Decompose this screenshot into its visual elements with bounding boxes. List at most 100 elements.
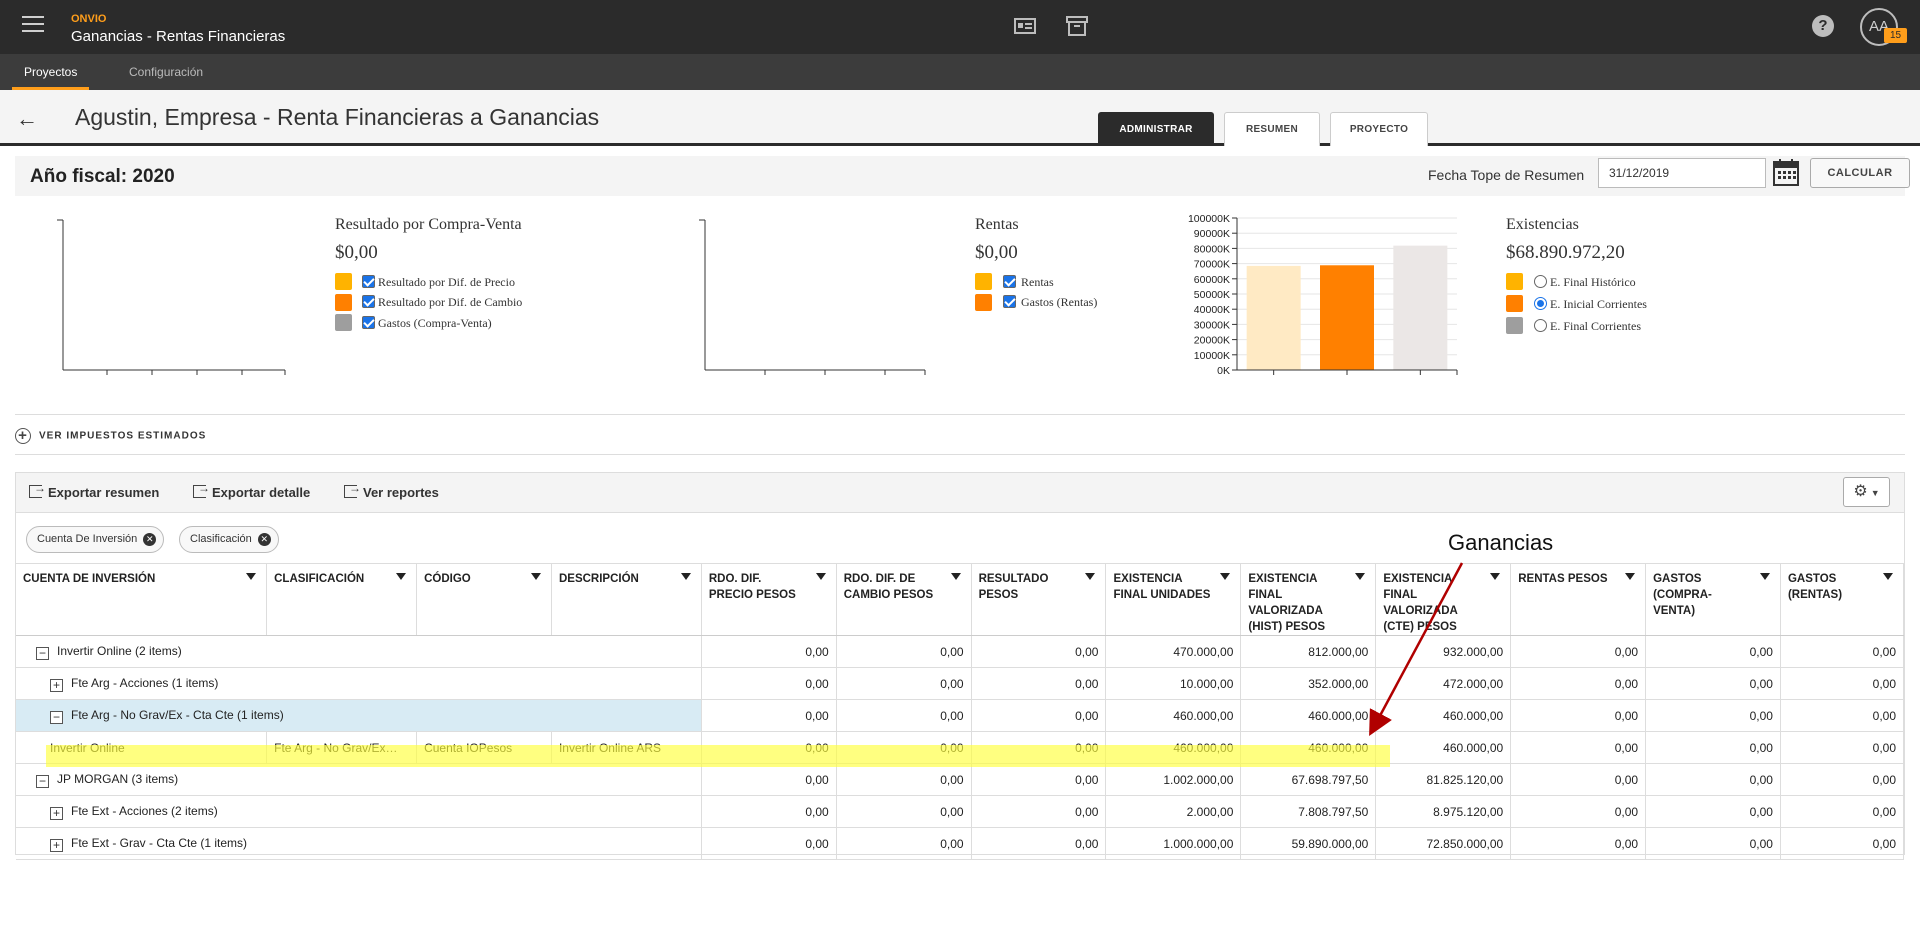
tab-proyectos[interactable]: Proyectos (12, 54, 90, 90)
back-arrow-icon[interactable]: ← (16, 106, 38, 131)
sort-dropdown-icon[interactable] (1625, 573, 1636, 580)
table-cell: 0,00 (971, 699, 1107, 732)
checkbox-gastos-rentas[interactable] (1003, 295, 1016, 308)
checkbox-gastos-cv[interactable] (362, 316, 375, 329)
checkbox-dif-cambio[interactable] (362, 295, 375, 308)
close-icon[interactable]: ✕ (143, 533, 157, 546)
chip-cuenta-inversion[interactable]: Cuenta De Inversión ✕ (26, 526, 165, 553)
legend-dif-precio: Resultado por Dif. de Precio (378, 275, 515, 289)
column-header[interactable]: GASTOS (COMPRA-VENTA) (1645, 563, 1781, 636)
ver-reportes-button[interactable]: Ver reportes (344, 481, 439, 500)
table-cell: 81.825.120,00 (1375, 763, 1512, 796)
expand-icon[interactable]: + (50, 806, 63, 820)
column-header[interactable]: CÓDIGO (416, 563, 552, 636)
legend-swatch (335, 273, 352, 290)
column-header[interactable]: RDO. DIF. DE CAMBIO PESOS (836, 563, 972, 636)
table-cell: 0,00 (971, 827, 1107, 860)
column-header[interactable]: RENTAS PESOS (1510, 563, 1647, 636)
avatar[interactable]: AA (1860, 8, 1898, 46)
sort-dropdown-icon[interactable] (1085, 573, 1096, 580)
tab-resumen[interactable]: RESUMEN (1224, 112, 1320, 146)
calendar-icon[interactable] (1773, 158, 1799, 186)
table-row[interactable]: − JP MORGAN (3 items) 0,00 0,00 0,00 1.002.00… (16, 763, 1905, 796)
expand-icon[interactable]: + (50, 838, 63, 852)
sort-dropdown-icon[interactable] (680, 573, 691, 580)
legend-gastos-rentas: Gastos (Rentas) (1021, 295, 1098, 309)
radio-final-historico[interactable] (1534, 275, 1547, 288)
help-icon[interactable]: ? (1812, 15, 1834, 37)
sort-dropdown-icon[interactable] (950, 573, 961, 580)
table-cell: 0,00 (836, 699, 972, 732)
table-cell: 0,00 (836, 763, 972, 796)
column-header[interactable]: RDO. DIF. PRECIO PESOS (701, 563, 837, 636)
y-tick-label: 0K (1217, 365, 1230, 377)
table-cell: 72.850.000,00 (1375, 827, 1512, 860)
archive-icon[interactable] (1066, 16, 1088, 36)
expand-icon[interactable]: + (50, 678, 63, 692)
sort-dropdown-icon[interactable] (815, 573, 826, 580)
table-cell: 0,00 (1645, 795, 1781, 828)
exportar-resumen-button[interactable]: Exportar resumen (29, 481, 159, 500)
ver-impuestos-toggle[interactable]: + VER IMPUESTOS ESTIMADOS (15, 428, 206, 446)
checkbox-rentas[interactable] (1003, 275, 1016, 288)
table-row[interactable]: + Fte Ext - Acciones (2 items) 0,00 0,00 0,0… (16, 795, 1905, 828)
column-header[interactable]: DESCRIPCIÓN (551, 563, 702, 636)
radio-final-corrientes[interactable] (1534, 319, 1547, 332)
table-cell: 0,00 (1645, 699, 1781, 732)
tab-proyecto[interactable]: PROYECTO (1330, 112, 1428, 146)
fecha-tope-input[interactable] (1598, 158, 1766, 188)
table-cell: 0,00 (1510, 763, 1647, 796)
legend-rentas: Rentas (1021, 275, 1054, 289)
legend-swatch (975, 294, 992, 311)
id-card-icon[interactable] (1014, 16, 1036, 36)
data-grid: Exportar resumen Exportar detalle Ver re… (15, 472, 1905, 860)
table-row[interactable]: − Invertir Online (2 items) 0,00 0,00 0,00 47… (16, 635, 1905, 668)
chip-clasificacion[interactable]: Clasificación ✕ (179, 526, 279, 553)
sort-dropdown-icon[interactable] (396, 573, 407, 580)
collapse-icon[interactable]: − (36, 646, 49, 660)
tab-administrar[interactable]: ADMINISTRAR (1098, 112, 1214, 146)
sort-dropdown-icon[interactable] (1220, 573, 1231, 580)
sort-dropdown-icon[interactable] (1759, 573, 1770, 580)
table-row[interactable]: + Fte Arg - Acciones (1 items) 0,00 0,00 0,0… (16, 667, 1905, 700)
close-icon[interactable]: ✕ (257, 533, 271, 546)
top-bar: ONVIO Ganancias - Rentas Financieras ? A… (0, 0, 1920, 54)
sort-dropdown-icon[interactable] (1883, 573, 1893, 580)
column-header[interactable]: CLASIFICACIÓN (266, 563, 418, 636)
sort-dropdown-icon[interactable] (1490, 573, 1501, 580)
settings-gear-button[interactable]: ⚙ ▼ (1843, 477, 1890, 507)
collapse-icon[interactable]: − (50, 710, 63, 724)
collapse-icon[interactable]: − (36, 774, 49, 788)
table-row[interactable]: + Fte Ext - Grav - Cta Cte (1 items) 0,00 0… (16, 827, 1905, 860)
column-header[interactable]: RESULTADO PESOS (971, 563, 1107, 636)
column-header[interactable]: CUENTA DE INVERSIÓN (16, 563, 268, 636)
checkbox-dif-precio[interactable] (362, 275, 375, 288)
table-cell: 0,00 (1510, 699, 1647, 732)
table-cell: 0,00 (1780, 667, 1905, 700)
sort-dropdown-icon[interactable] (530, 573, 541, 580)
group-label-cell: − Invertir Online (2 items) (16, 635, 702, 668)
table-cell: 0,00 (836, 827, 972, 860)
column-header[interactable]: EXISTENCIA FINAL VALORIZADA (CTE) PESOS (1375, 563, 1512, 636)
exportar-detalle-button[interactable]: Exportar detalle (193, 481, 310, 500)
bar[interactable] (1393, 245, 1448, 370)
calcular-button[interactable]: CALCULAR (1810, 158, 1910, 188)
table-row[interactable]: − Fte Arg - No Grav/Ex - Cta Cte (1 items… (16, 699, 1905, 732)
table-cell: 0,00 (836, 795, 972, 828)
column-header[interactable]: EXISTENCIA FINAL UNIDADES (1105, 563, 1242, 636)
group-label-cell: − JP MORGAN (3 items) (16, 763, 702, 796)
column-header[interactable]: GASTOS (RENTAS) (1780, 563, 1905, 636)
sort-dropdown-icon[interactable] (1355, 573, 1366, 580)
tab-configuracion[interactable]: Configuración (129, 65, 204, 79)
page-title: Agustin, Empresa - Renta Financieras a G… (75, 104, 600, 130)
bar[interactable] (1320, 265, 1374, 370)
legend-swatch (1506, 295, 1523, 312)
rentas-title: Rentas (975, 216, 1019, 233)
sort-dropdown-icon[interactable] (246, 573, 257, 580)
column-header[interactable]: EXISTENCIA FINAL VALORIZADA (HIST) PESOS (1240, 563, 1377, 636)
table-cell: 0,00 (1510, 635, 1647, 668)
bar[interactable] (1246, 265, 1301, 370)
sub-navigation: Proyectos Configuración (0, 54, 1920, 90)
menu-icon[interactable] (22, 16, 44, 34)
radio-inicial-corrientes[interactable] (1534, 297, 1547, 310)
